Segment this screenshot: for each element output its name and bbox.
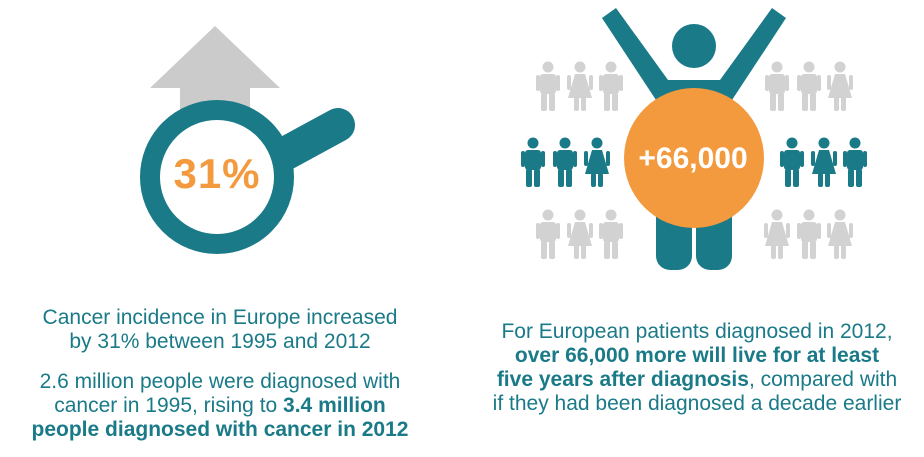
caption-bold-text: over 66,000 more will live for at least [514, 344, 880, 367]
caption-line: cancer in 1995, rising to 3.4 million [0, 394, 440, 418]
person-icon [521, 137, 545, 187]
diagnosed-caption: 2.6 million people were diagnosed with c… [0, 370, 440, 442]
caption-line: over 66,000 more will live for at least [470, 344, 924, 368]
caption-text: cancer in 1995, rising to [54, 394, 284, 417]
caption-line: Cancer incidence in Europe increased [42, 306, 398, 329]
person-icon [536, 61, 560, 111]
person-icon [811, 137, 837, 187]
plus-count-circle [624, 88, 764, 228]
person-icon [843, 137, 867, 187]
caption-line: five years after diagnosis, compared wit… [470, 368, 924, 392]
person-icon [764, 209, 790, 259]
person-icon [567, 61, 593, 111]
person-icon [536, 209, 560, 259]
person-icon [827, 61, 853, 111]
caption-bold-text: 3.4 million [283, 394, 386, 417]
caption-line: people diagnosed with cancer in 2012 [0, 418, 440, 442]
magnifying-glass-icon [140, 100, 294, 254]
person-icon [797, 61, 821, 111]
person-icon [567, 209, 593, 259]
caption-bold-text: people diagnosed with cancer in 2012 [31, 418, 409, 441]
person-icon [797, 209, 821, 259]
magnifier-graphic [140, 26, 355, 254]
caption-line: if they had been diagnosed a decade earl… [492, 392, 902, 415]
person-icon [599, 61, 623, 111]
caption-line: For European patients diagnosed in 2012, [501, 320, 893, 343]
caption-line: 2.6 million people were diagnosed with [39, 370, 401, 393]
survival-caption: For European patients diagnosed in 2012,… [470, 320, 924, 416]
person-icon [553, 137, 577, 187]
plus-count-value: +66,000 [638, 142, 748, 175]
person-icon [765, 61, 789, 111]
person-icon [599, 209, 623, 259]
caption-line: by 31% between 1995 and 2012 [69, 330, 371, 353]
person-icon [584, 137, 610, 187]
person-icon [780, 137, 804, 187]
incidence-caption: Cancer incidence in Europe increased by … [0, 306, 440, 354]
people-graphic [521, 8, 867, 270]
person-icon [827, 209, 853, 259]
incidence-panel: 31% Cancer incidence in Europe increased… [0, 0, 440, 457]
caption-text: , compared with [748, 368, 898, 391]
caption-bold-text: five years after diagnosis [496, 368, 749, 391]
percent-value: 31% [173, 150, 261, 197]
survival-panel: +66,000 For European patients diagnosed … [470, 0, 924, 457]
